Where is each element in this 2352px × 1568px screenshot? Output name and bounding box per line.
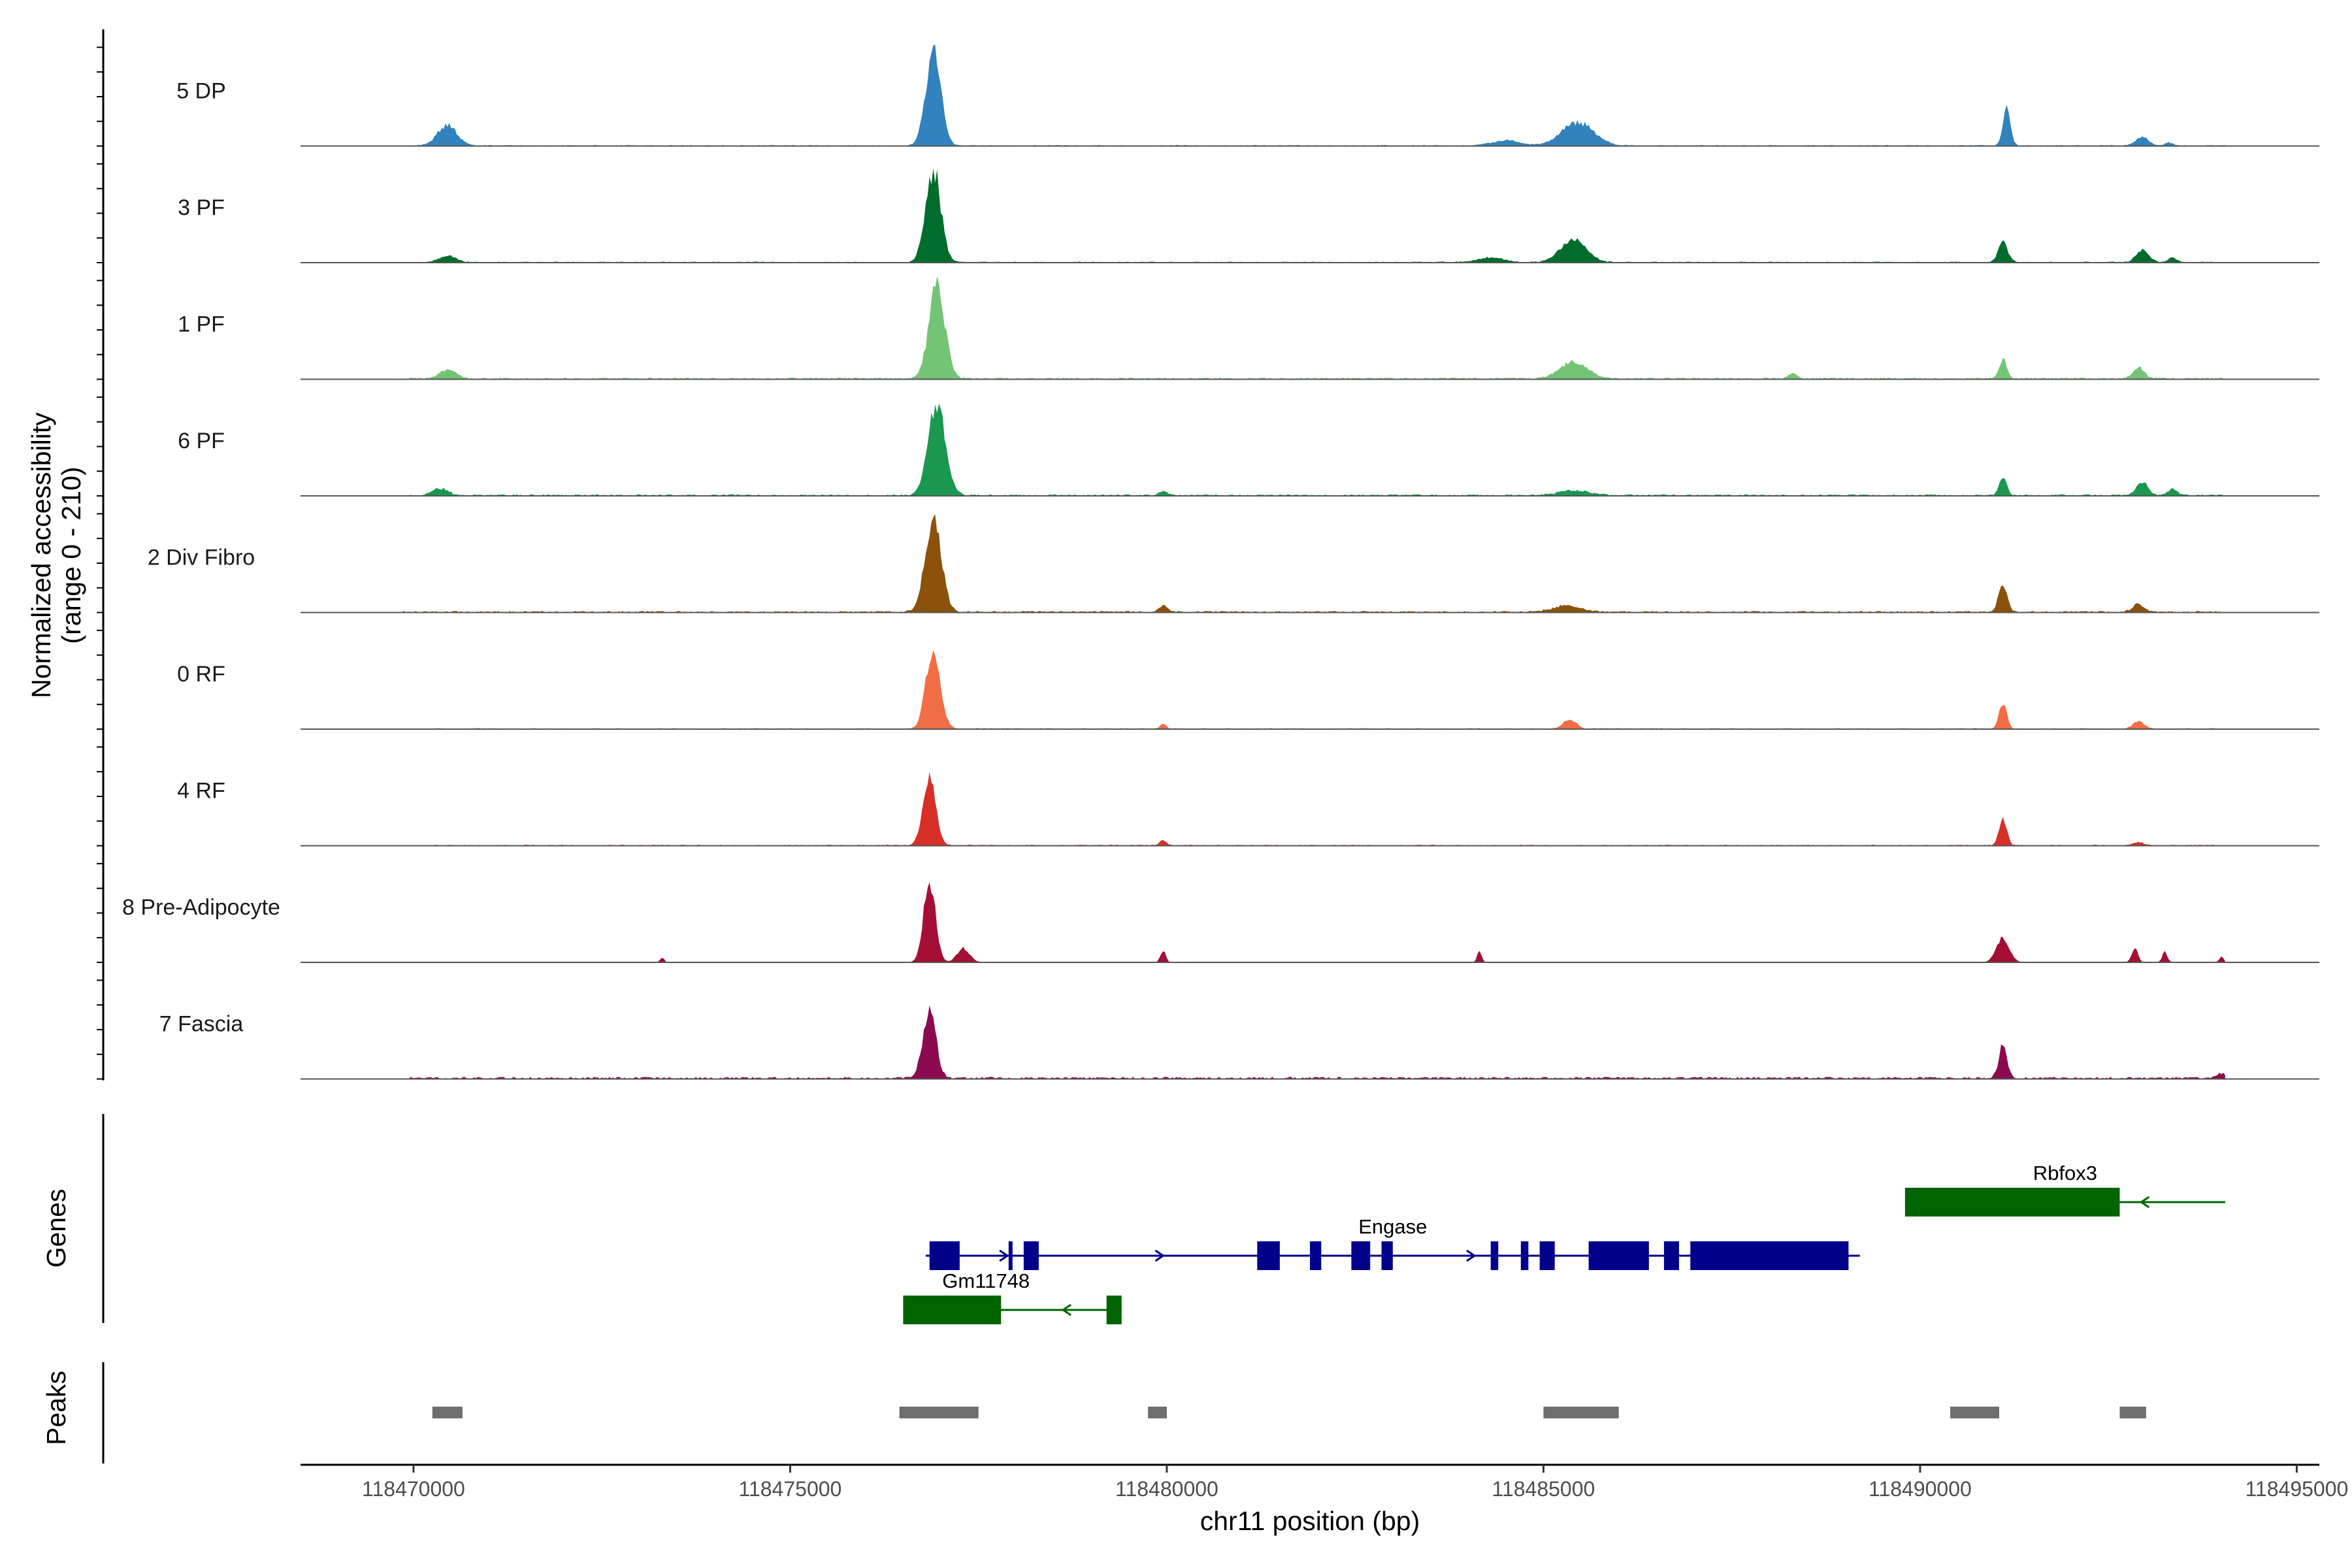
x-tick-label: 118490000	[1869, 1477, 1972, 1501]
coverage-area-3	[410, 403, 2225, 496]
track-label-8: 7 Fascia	[159, 1012, 244, 1037]
x-tick-label: 118480000	[1115, 1477, 1218, 1501]
x-tick-label: 118485000	[1492, 1477, 1595, 1501]
gene-exon	[1663, 1241, 1679, 1270]
coverage-area-5	[410, 650, 2225, 729]
gene-exon	[1904, 1188, 2120, 1217]
gene-exon	[1310, 1241, 1322, 1270]
strand-arrow-icon	[2139, 1196, 2150, 1209]
track-label-0: 5 DP	[176, 79, 226, 104]
track-label-3: 6 PF	[178, 429, 225, 453]
left-axes	[97, 29, 105, 1463]
gene-exon	[1008, 1241, 1013, 1270]
strand-arrow-icon	[999, 1249, 1009, 1262]
peak-region-0	[432, 1407, 463, 1418]
track-label-5: 0 RF	[177, 662, 225, 687]
coverage-area-4	[402, 514, 2225, 613]
track-labels: 5 DP 3 PF 1 PF 6 PF 2 Div Fibro 0 RF 4 RF 8 Pre…	[122, 79, 280, 1037]
genes-panel-label: Genes	[41, 1189, 71, 1268]
y-axis-title-line1: Normalized accessibility	[26, 412, 56, 698]
coverage-area-7	[654, 882, 2225, 962]
peak-region-1	[899, 1407, 979, 1418]
track-label-2: 1 PF	[178, 312, 225, 337]
x-tick-label: 118470000	[362, 1477, 465, 1501]
genes-panel: Engase Gm11748 Rbfox3	[903, 1162, 2225, 1324]
peak-region-4	[1950, 1407, 1999, 1418]
track-label-4: 2 Div Fibro	[148, 546, 255, 570]
strand-arrow-icon	[1154, 1249, 1166, 1262]
gene-exon	[1351, 1241, 1371, 1270]
coverage-area-6	[410, 772, 2225, 846]
coverage-area-2	[410, 276, 2225, 380]
gene-exon	[1381, 1241, 1393, 1270]
gene-exon	[1588, 1241, 1649, 1270]
y-axis-title-line2: (range 0 - 210)	[56, 466, 86, 644]
track-label-1: 3 PF	[178, 195, 225, 220]
gene-exon	[1106, 1296, 1122, 1324]
gene-exon	[903, 1296, 1002, 1324]
coverage-area-0	[410, 44, 2225, 146]
gene-exon	[929, 1241, 960, 1270]
coverage-area-8	[410, 1005, 2225, 1079]
strand-arrow-icon	[1061, 1303, 1071, 1316]
peak-region-5	[2119, 1407, 2146, 1418]
gene-exon	[1690, 1241, 1849, 1270]
track-label-6: 4 RF	[177, 779, 225, 804]
coverage-tracks	[301, 44, 2319, 1080]
gene-label-rbfox3: Rbfox3	[2033, 1162, 2097, 1184]
peak-region-3	[1543, 1407, 1619, 1418]
peaks-panel	[432, 1407, 2146, 1418]
gene-exon	[1257, 1241, 1280, 1270]
gene-exon	[1539, 1241, 1555, 1270]
gene-exon	[1520, 1241, 1529, 1270]
coverage-area-1	[410, 168, 2218, 263]
gene-label-engase: Engase	[1358, 1215, 1427, 1238]
gene-exon	[1023, 1241, 1039, 1270]
peak-region-2	[1148, 1407, 1167, 1418]
gene-label-gm11748: Gm11748	[942, 1269, 1030, 1292]
strand-arrow-icon	[1466, 1249, 1477, 1262]
peaks-panel-label: Peaks	[41, 1371, 71, 1445]
track-label-7: 8 Pre-Adipocyte	[122, 895, 280, 920]
x-tick-label: 118495000	[2246, 1477, 2349, 1501]
x-axis-title: chr11 position (bp)	[1200, 1506, 1420, 1536]
x-axis: 118470000 118475000 118480000 118485000 1184…	[301, 1463, 2349, 1501]
x-tick-label: 118475000	[739, 1477, 842, 1501]
gene-exon	[1490, 1241, 1499, 1270]
